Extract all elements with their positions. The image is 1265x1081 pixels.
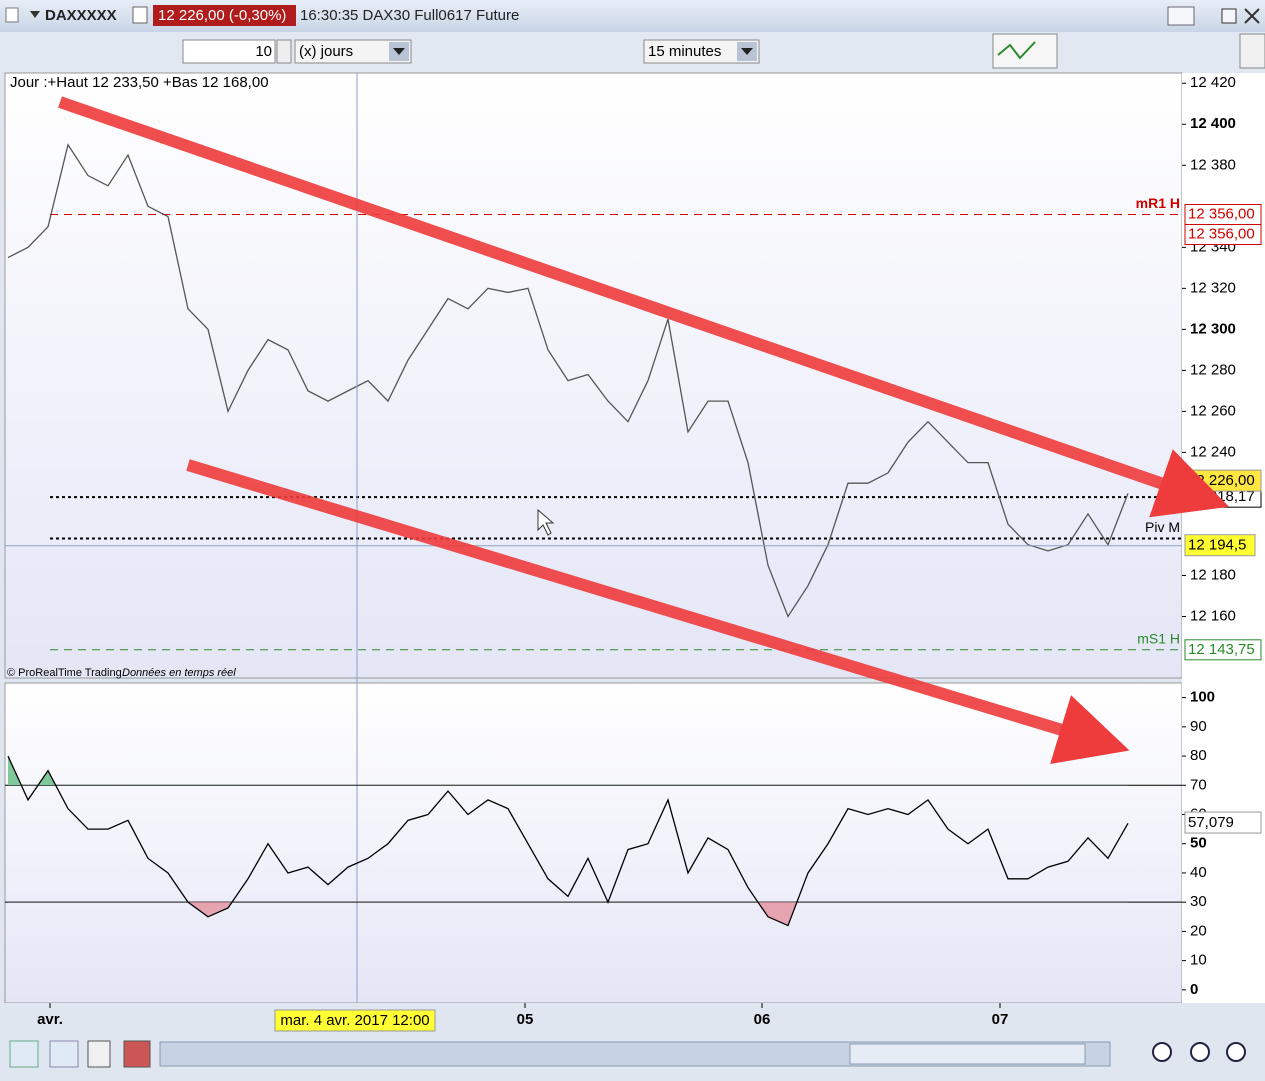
level-box (1184, 224, 1262, 246)
x-tick-label: 05 (517, 1011, 534, 1028)
count-input[interactable] (182, 39, 276, 64)
tool-button[interactable] (9, 1040, 39, 1068)
y-tick-label: 12 320 (1190, 279, 1236, 296)
trend-arrow (186, 459, 1130, 765)
side-button[interactable] (1239, 33, 1265, 69)
level-name: mS1 H (1137, 631, 1180, 647)
level-name: Piv M (1145, 519, 1180, 535)
count: 10 (255, 43, 272, 60)
y-tick-label: 20 (1190, 922, 1207, 939)
current-label: 57,079 (1188, 814, 1234, 831)
series-line (7, 755, 1129, 927)
unit: (x) jours (299, 43, 353, 60)
info-icon[interactable] (132, 6, 148, 24)
mouse-cursor (537, 508, 555, 536)
y-tick-label: 10 (1190, 952, 1207, 969)
tool-button[interactable] (49, 1040, 79, 1068)
cursor-y-box (1184, 534, 1256, 557)
header: Jour :+Haut 12 233,50 +Bas 12 168,00 (10, 74, 269, 91)
y-tick-label: 12 180 (1190, 566, 1236, 583)
scroll-thumb[interactable] (849, 1043, 1086, 1065)
y-tick-label: 0 (1190, 981, 1198, 998)
y-tick-label: 12 160 (1190, 607, 1236, 624)
y-tick-label: 70 (1190, 776, 1207, 793)
y-tick-label: 80 (1190, 747, 1207, 764)
symbol[interactable]: DAXXXXX (45, 7, 117, 24)
close-button[interactable] (1244, 8, 1260, 24)
cursor-x-box (274, 1009, 436, 1032)
y-tick-label: 12 300 (1190, 320, 1236, 337)
watermark: © ProRealTime Trading (7, 667, 122, 679)
x-tick-label: avr. (37, 1011, 63, 1028)
keyboard-button[interactable] (1167, 6, 1195, 26)
rsi-panel (4, 682, 1183, 1004)
cursor-x-label: mar. 4 avr. 2017 12:00 (280, 1012, 429, 1029)
tool-button[interactable] (123, 1040, 151, 1068)
window-icon[interactable] (5, 7, 19, 23)
y-tick-label: 40 (1190, 864, 1207, 881)
spinner[interactable] (276, 39, 292, 64)
y-tick-label: 12 400 (1190, 115, 1236, 132)
dropdown-arrow (741, 48, 753, 55)
zoom-out-button[interactable] (1190, 1042, 1210, 1062)
y-tick-label: 12 280 (1190, 361, 1236, 378)
current-box (1184, 811, 1262, 834)
y-tick-label: 100 (1190, 689, 1215, 706)
y-tick-label: 12 380 (1190, 156, 1236, 173)
y-tick-label: 12 240 (1190, 443, 1236, 460)
series-line (7, 143, 1129, 618)
y-tick-label: 12 420 (1190, 74, 1236, 91)
y-tick-label: 50 (1190, 835, 1207, 852)
zoom-in-button[interactable] (1226, 1042, 1246, 1062)
current-label: 12 226,00 (1188, 472, 1255, 489)
y-tick-label: 12 260 (1190, 402, 1236, 419)
price-panel (4, 72, 1183, 679)
x-tick-label: 07 (992, 1011, 1009, 1028)
info: 16:30:35 DAX30 Full0617 Future (300, 7, 519, 24)
y-tick-label: 90 (1190, 718, 1207, 735)
level-label: 12 143,75 (1188, 641, 1255, 658)
zoom-button[interactable] (1152, 1042, 1172, 1062)
dropdown-arrow (393, 48, 405, 55)
cursor-y-label: 12 194,5 (1188, 537, 1246, 554)
maximize-button[interactable] (1221, 8, 1237, 24)
level-name: mR1 H (1136, 195, 1180, 211)
timeframe: 15 minutes (648, 43, 721, 60)
watermark-note: Données en temps réel (122, 667, 236, 679)
x-tick-label: 06 (754, 1011, 771, 1028)
y-tick-label: 30 (1190, 893, 1207, 910)
trend-arrow (58, 96, 1230, 518)
level-label: 12 356,00 (1188, 225, 1255, 242)
level-label: 12 356,00 (1188, 205, 1255, 222)
tool-button[interactable] (87, 1040, 111, 1068)
level-box (1184, 639, 1262, 661)
price-change: 12 226,00 (-0,30%) (158, 7, 286, 24)
price-box (153, 5, 296, 26)
menu-arrow[interactable] (30, 11, 40, 18)
unit-select[interactable] (294, 39, 412, 64)
timeframe-select[interactable] (643, 39, 760, 64)
indicator-icon (997, 41, 1036, 60)
